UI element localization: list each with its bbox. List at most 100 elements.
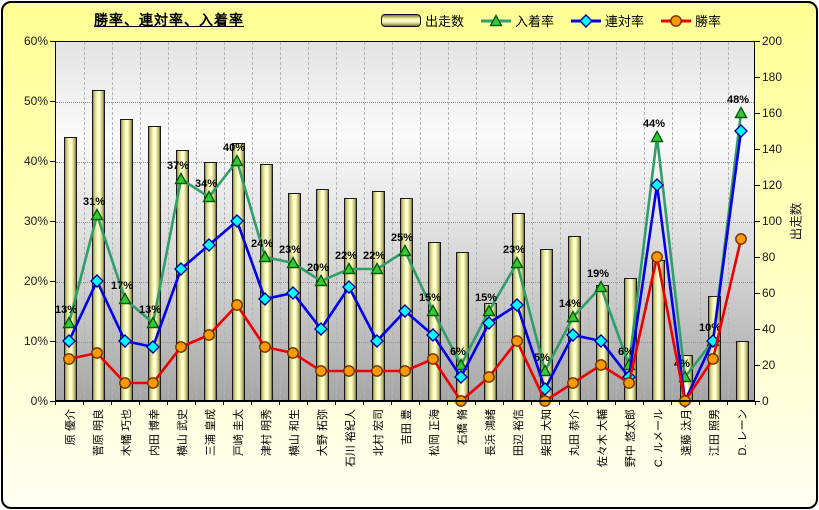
diamond-marker <box>370 334 384 348</box>
tick-right <box>755 221 760 222</box>
triangle-marker <box>370 262 384 275</box>
x-axis-label: 内田 博幸 <box>146 409 161 505</box>
v-gridline <box>252 42 253 400</box>
diamond-marker <box>579 13 594 28</box>
data-label: 13% <box>55 304 77 316</box>
legend-item-win-rate: 勝率 <box>661 11 721 30</box>
tick-bottom <box>251 401 252 405</box>
x-axis-label-text: D. レーン <box>737 409 749 456</box>
tick-bottom <box>391 401 392 405</box>
y-axis-label-left: 10% <box>23 334 48 348</box>
data-label: 13% <box>139 304 161 316</box>
x-axis-label: 大野 拓弥 <box>314 409 329 505</box>
tick-right <box>755 41 760 42</box>
v-gridline <box>224 42 225 400</box>
triangle-marker <box>202 190 216 203</box>
v-gridline <box>112 42 113 400</box>
legend-label: 連対率 <box>605 14 645 29</box>
legend-swatch-circle <box>661 14 692 28</box>
circle-marker <box>399 365 411 377</box>
bar-starts <box>119 119 133 400</box>
v-gridline <box>140 42 141 400</box>
diamond-marker <box>426 328 440 342</box>
tick-right <box>755 77 760 78</box>
triangle-marker <box>314 274 328 287</box>
x-axis-label-text: 丸田 恭介 <box>569 409 581 457</box>
x-axis-label-text: 菅原 明良 <box>93 409 105 457</box>
x-axis-label: 菅原 明良 <box>90 409 105 505</box>
x-axis-label-text: 横山 武史 <box>177 409 189 457</box>
y-axis-label-left: 20% <box>23 274 48 288</box>
tick-bottom <box>363 401 364 405</box>
triangle-marker <box>230 154 244 167</box>
diamond-marker <box>594 334 608 348</box>
diamond-marker <box>342 280 356 294</box>
x-axis-label-text: 石橋 脩 <box>457 409 469 446</box>
tick-bottom <box>531 401 532 405</box>
y-axis-label-left: 50% <box>23 94 48 108</box>
data-label: 15% <box>419 292 441 304</box>
x-axis-label: 戸崎 圭太 <box>230 409 245 505</box>
x-axis-label: 田辺 裕信 <box>510 409 525 505</box>
x-axis-label-text: 吉田 豊 <box>401 409 413 446</box>
tick-bottom <box>727 401 728 405</box>
diamond-marker <box>286 286 300 300</box>
circle-marker <box>735 233 747 245</box>
tick-left <box>50 221 55 222</box>
legend-label: 勝率 <box>695 14 722 29</box>
tick-bottom <box>559 401 560 405</box>
circle-marker <box>623 377 635 389</box>
x-axis-label-text: 田辺 裕信 <box>513 409 525 457</box>
data-label: 31% <box>83 196 105 208</box>
x-axis-label-text: 三浦 皇成 <box>205 409 217 457</box>
tick-bottom <box>699 401 700 405</box>
x-axis-line <box>55 400 755 402</box>
diamond-marker <box>230 214 244 228</box>
bar-starts <box>315 189 329 400</box>
y-axis-label-right: 0 <box>762 394 769 408</box>
v-gridline <box>560 42 561 400</box>
y-axis-label-right: 200 <box>762 34 783 48</box>
x-axis-label-text: 内田 博幸 <box>149 409 161 457</box>
x-axis-label: 柴田 大知 <box>538 409 553 505</box>
diamond-marker <box>482 316 496 330</box>
x-axis-label-text: 木幡 巧也 <box>121 409 133 457</box>
x-axis-label: 吉田 豊 <box>398 409 413 505</box>
data-label: 24% <box>251 238 273 250</box>
triangle-marker <box>286 256 300 269</box>
x-axis-label-text: 長浜 鴻緒 <box>485 409 497 457</box>
triangle-marker <box>118 292 132 305</box>
y-axis-label-right: 20 <box>762 358 776 372</box>
v-gridline <box>308 42 309 400</box>
circle-marker <box>483 371 495 383</box>
triangle-marker <box>650 130 664 143</box>
x-axis-label-text: 津村 明秀 <box>261 409 273 457</box>
data-label: 40% <box>223 142 245 154</box>
y-axis-label-right: 180 <box>762 70 783 84</box>
diamond-marker <box>174 262 188 276</box>
y-axis-label-right: 40 <box>762 322 776 336</box>
tick-bottom <box>671 401 672 405</box>
bar-starts <box>371 191 385 400</box>
legend-label: 入着率 <box>515 14 555 29</box>
tick-bottom <box>447 401 448 405</box>
tick-bottom <box>83 401 84 405</box>
x-axis-label: 原 優介 <box>62 409 77 505</box>
v-gridline <box>532 42 533 400</box>
circle-marker <box>119 377 131 389</box>
tick-bottom <box>615 401 616 405</box>
legend-item-quinella-rate: 連対率 <box>571 11 644 30</box>
circle-marker <box>707 353 719 365</box>
triangle-marker <box>538 364 552 377</box>
x-axis-label-text: 野中 悠太郎 <box>625 409 637 468</box>
x-axis-label-text: 遠藤 汰月 <box>681 409 693 457</box>
tick-bottom <box>335 401 336 405</box>
circle-marker <box>91 347 103 359</box>
bar-starts <box>91 90 105 400</box>
circle-marker <box>651 251 663 263</box>
data-label: 5% <box>534 352 550 364</box>
x-axis-label-text: C. ルメール <box>653 409 665 468</box>
circle-marker <box>203 329 215 341</box>
y-axis-label-right: 80 <box>762 250 776 264</box>
x-axis-label-text: 柴田 大知 <box>541 409 553 457</box>
